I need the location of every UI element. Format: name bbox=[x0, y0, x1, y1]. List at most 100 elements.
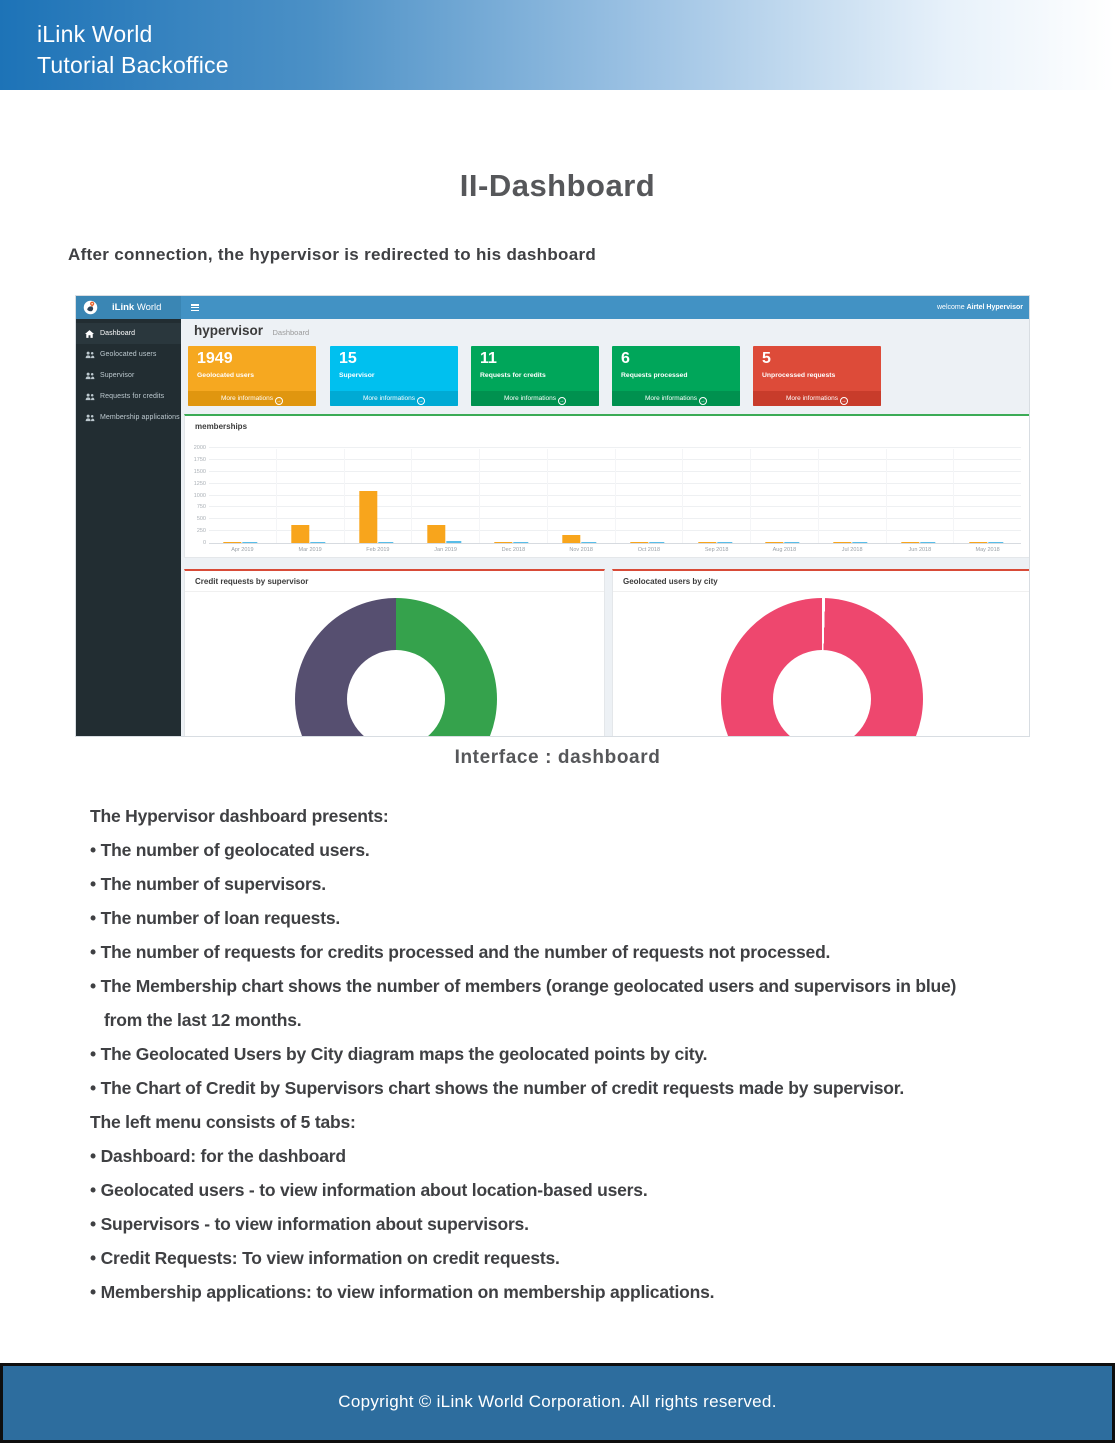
chart-month-column: Oct 2018 bbox=[614, 449, 683, 553]
donut-hole bbox=[773, 650, 871, 736]
body-line: • Membership applications: to view infor… bbox=[90, 1282, 715, 1302]
body-line: • Credit Requests: To view information o… bbox=[90, 1248, 560, 1268]
bar-supervisors-apr-2019 bbox=[242, 541, 258, 543]
chart-month-column: Jul 2018 bbox=[817, 449, 886, 553]
bar-geolocated-users-feb-2019 bbox=[359, 490, 378, 543]
chart-bars-nov-2018 bbox=[562, 534, 597, 543]
body-line: • The number of supervisors. bbox=[90, 874, 326, 894]
y-axis-tick-label: 250 bbox=[196, 528, 206, 535]
bar-supervisors-aug-2018 bbox=[784, 541, 800, 543]
body-line: • Geolocated users - to view information… bbox=[90, 1180, 648, 1200]
stat-card-label: Unprocessed requests bbox=[762, 372, 836, 379]
y-axis-tick-label: 1500 bbox=[193, 468, 206, 475]
sidebar-item-supervisor[interactable]: Supervisor bbox=[76, 365, 181, 386]
body-line: • Dashboard: for the dashboard bbox=[90, 1146, 346, 1166]
bar-supervisors-jan-2019 bbox=[445, 541, 461, 543]
dashboard-icon bbox=[85, 329, 95, 338]
body-line: • The Geolocated Users by City diagram m… bbox=[90, 1044, 708, 1064]
stat-card-value: 1949 bbox=[197, 350, 233, 367]
bar-geolocated-users-jul-2018 bbox=[833, 541, 852, 543]
sidebar-item-label: Requests for credits bbox=[100, 393, 165, 400]
chart-bars-aug-2018 bbox=[765, 541, 800, 543]
chart-bars-sep-2018 bbox=[697, 541, 732, 543]
chart-month-column: Feb 2019 bbox=[343, 449, 412, 553]
more-informations-link[interactable]: More informations → bbox=[188, 391, 316, 406]
brand-logo[interactable]: iLink World bbox=[76, 296, 181, 319]
sidebar-item-label: Membership applications bbox=[100, 414, 180, 421]
stat-card-value: 5 bbox=[762, 350, 771, 367]
sidebar-item-geolocated-users[interactable]: Geolocated users bbox=[76, 344, 181, 365]
chart-month-column: Jun 2018 bbox=[885, 449, 954, 553]
more-informations-label: More informations bbox=[785, 395, 839, 402]
x-axis-tick-label: Feb 2019 bbox=[366, 547, 390, 553]
stat-card-body: 15 Supervisor bbox=[330, 346, 458, 391]
x-axis-tick-label: Sep 2018 bbox=[704, 547, 729, 553]
stat-card-label: Geolocated users bbox=[197, 372, 255, 379]
stat-card-value: 15 bbox=[339, 350, 357, 367]
x-axis-tick-label: Oct 2018 bbox=[637, 547, 661, 553]
bar-geolocated-users-jun-2018 bbox=[901, 541, 920, 543]
chart-month-column: Sep 2018 bbox=[682, 449, 750, 553]
body-line: The left menu consists of 5 tabs: bbox=[90, 1112, 356, 1132]
brand-text: iLink World bbox=[112, 302, 161, 313]
memberships-panel-title: memberships bbox=[195, 422, 248, 431]
ilink-world-logo-icon bbox=[83, 300, 98, 315]
stat-card-body: 11 Requests for credits bbox=[471, 346, 599, 391]
sidebar-item-membership-applications[interactable]: Membership applications bbox=[76, 407, 181, 428]
chart-month-column: Mar 2019 bbox=[275, 449, 344, 553]
credit-requests-donut-chart bbox=[295, 598, 497, 736]
y-axis-tick-label: 750 bbox=[196, 504, 206, 511]
arrow-circle-right-icon: → bbox=[417, 396, 426, 405]
more-informations-link[interactable]: More informations → bbox=[330, 391, 458, 406]
bar-geolocated-users-apr-2019 bbox=[223, 541, 242, 543]
users-icon bbox=[85, 350, 95, 359]
intro-text: After connection, the hypervisor is redi… bbox=[68, 245, 597, 264]
chart-month-column: Apr 2019 bbox=[209, 449, 276, 553]
chart-month-column: Dec 2018 bbox=[479, 449, 547, 553]
more-informations-label: More informations bbox=[220, 395, 274, 402]
stat-card-body: 1949 Geolocated users bbox=[188, 346, 316, 391]
arrow-circle-right-icon: → bbox=[275, 396, 284, 405]
chart-month-column: Aug 2018 bbox=[750, 449, 818, 553]
sidebar-item-label: Dashboard bbox=[100, 330, 136, 337]
bar-supervisors-oct-2018 bbox=[649, 541, 665, 543]
x-axis-tick-label: Jun 2018 bbox=[908, 547, 932, 553]
sidebar-item-dashboard[interactable]: Dashboard bbox=[76, 323, 181, 344]
more-informations-link[interactable]: More informations → bbox=[471, 391, 599, 406]
chart-gridline bbox=[209, 447, 1021, 448]
chart-bars-jul-2018 bbox=[833, 541, 868, 543]
stat-card-requests-for-credits: 11 Requests for credits More informations → bbox=[471, 346, 599, 406]
sidebar-toggle-hamburger-icon[interactable] bbox=[191, 304, 199, 311]
users-icon bbox=[85, 371, 95, 380]
y-axis-tick-label: 1250 bbox=[193, 480, 206, 487]
stat-card-body: 6 Requests processed bbox=[612, 346, 740, 391]
content-heading: hypervisor Dashboard bbox=[194, 322, 309, 340]
chart-bars-jan-2019 bbox=[426, 524, 461, 543]
stat-card-supervisor: 15 Supervisor More informations → bbox=[330, 346, 458, 406]
more-informations-link[interactable]: More informations → bbox=[753, 391, 881, 406]
more-informations-label: More informations bbox=[644, 395, 698, 402]
stat-card-label: Requests processed bbox=[621, 372, 688, 379]
users-icon bbox=[85, 413, 95, 422]
bar-supervisors-sep-2018 bbox=[716, 541, 732, 543]
bar-geolocated-users-jan-2019 bbox=[426, 524, 445, 543]
bar-supervisors-nov-2018 bbox=[581, 541, 597, 543]
memberships-panel: memberships 0 250 500 750 1000 1250 1500 1750 20… bbox=[184, 414, 1029, 558]
welcome-user[interactable]: welcome Airtel Hypervisor bbox=[937, 296, 1023, 319]
body-line: • The number of requests for credits pro… bbox=[90, 942, 831, 962]
stat-card-body: 5 Unprocessed requests bbox=[753, 346, 881, 391]
brand-regular: World bbox=[136, 302, 162, 313]
stat-card-geolocated-users: 1949 Geolocated users More informations → bbox=[188, 346, 316, 406]
more-informations-link[interactable]: More informations → bbox=[612, 391, 740, 406]
bar-supervisors-jun-2018 bbox=[920, 541, 936, 543]
memberships-bar-chart: 0 250 500 750 1000 1250 1500 1750 2000 Apr 2019 Ma… bbox=[194, 445, 1021, 553]
credit-requests-panel: Credit requests by supervisor bbox=[184, 569, 605, 736]
bar-geolocated-users-may-2018 bbox=[968, 541, 987, 543]
bar-supervisors-dec-2018 bbox=[513, 541, 529, 543]
x-axis-tick-label: Mar 2019 bbox=[298, 547, 322, 553]
sidebar-item-requests-for-credits[interactable]: Requests for credits bbox=[76, 386, 181, 407]
donut-hole bbox=[347, 650, 445, 736]
document-header-banner: iLink World Tutorial Backoffice bbox=[0, 0, 1115, 90]
bar-supervisors-mar-2019 bbox=[310, 541, 326, 543]
x-axis-tick-label: Apr 2019 bbox=[231, 547, 254, 553]
